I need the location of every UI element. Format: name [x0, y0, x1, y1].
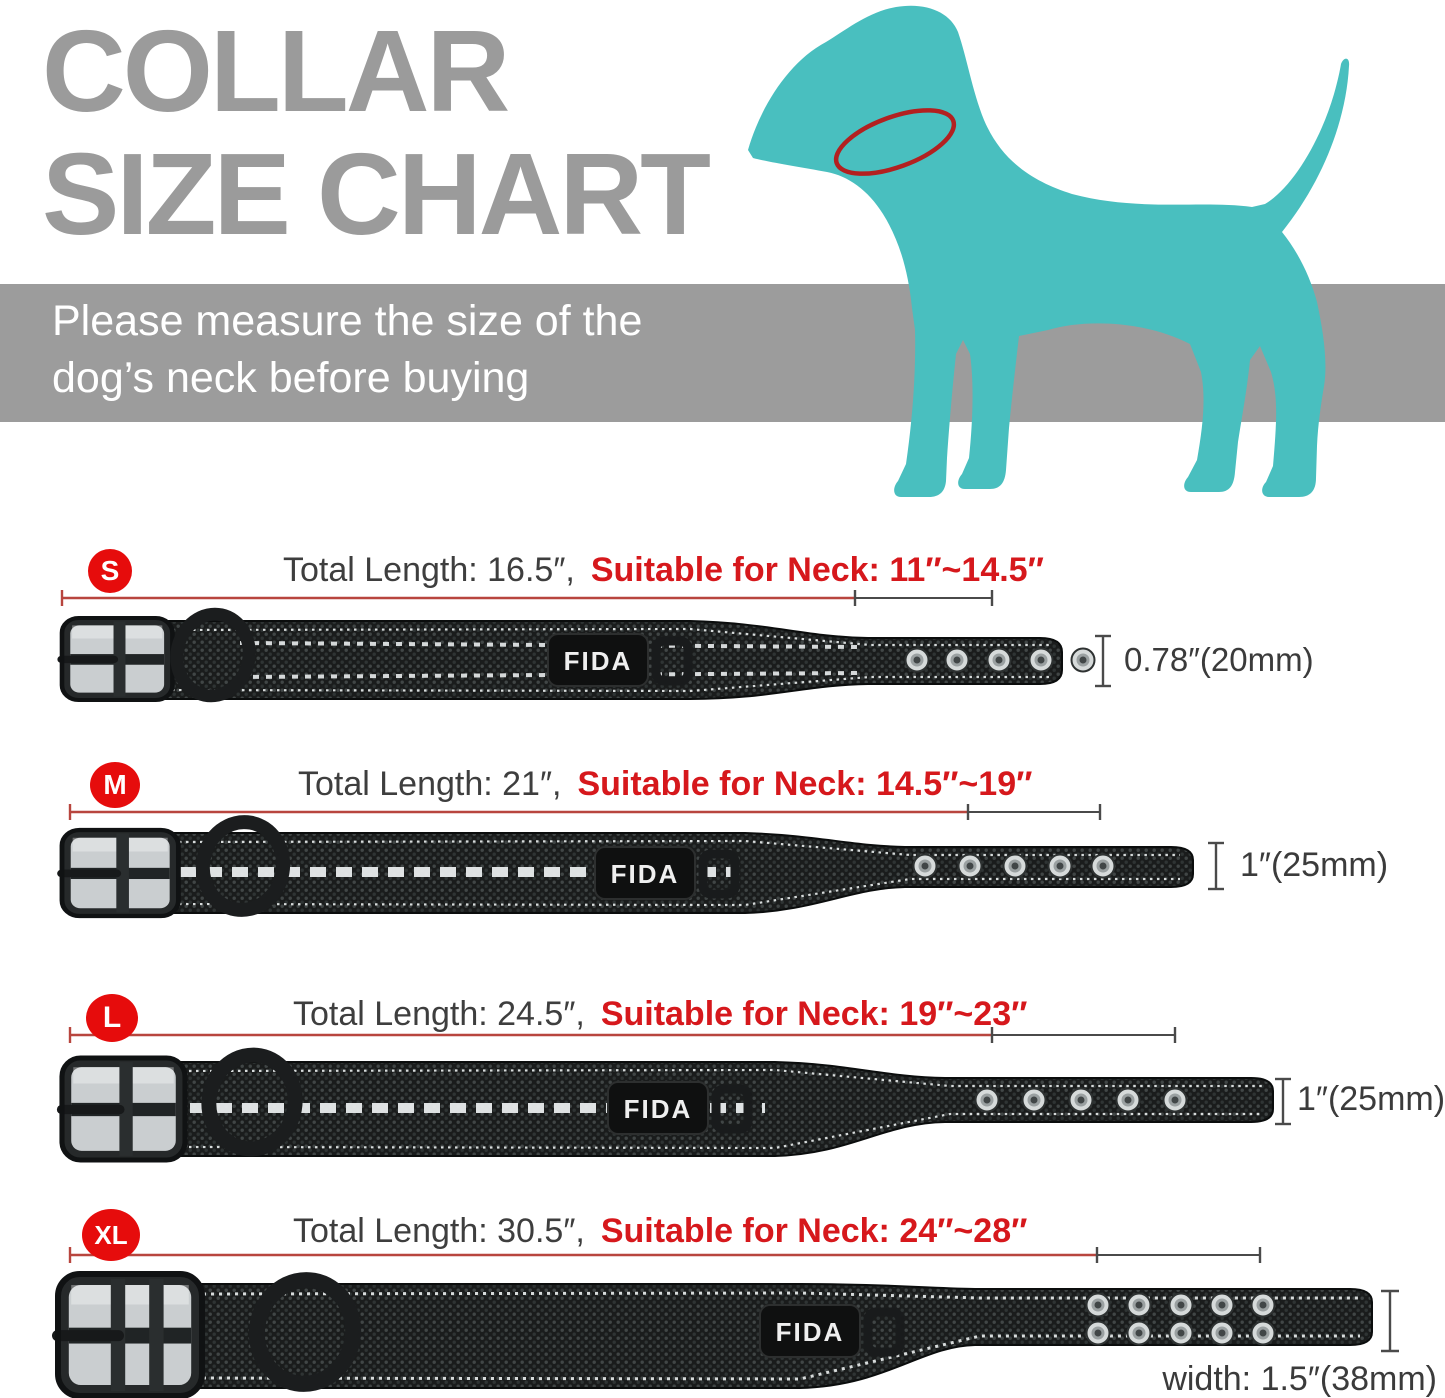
dog-silhouette: [748, 5, 1350, 497]
title-line-2: SIZE CHART: [42, 128, 711, 259]
width-indicator-m: [1208, 841, 1224, 891]
neck-range-m: Suitable for Neck: 14.5″~19″: [577, 765, 1033, 803]
d-ring-xl: [248, 1272, 362, 1392]
brand-plate-s: FIDA: [547, 633, 693, 687]
subtitle-text: Please measure the size of the dog’s nec…: [52, 293, 642, 407]
collar-graphic-l: FIDA: [57, 1047, 1274, 1160]
width-indicator-s: [1095, 634, 1111, 688]
total-length-s: Total Length: 16.5″,: [283, 551, 575, 589]
neck-range-l: Suitable for Neck: 19″~23″: [600, 995, 1028, 1033]
width-label-s: 0.78″(20mm): [1124, 641, 1314, 678]
size-badge-xl: XL: [82, 1209, 140, 1261]
fida-label-l: FIDA: [624, 1094, 693, 1124]
buckle-m: [57, 830, 178, 916]
subtitle-line-1: Please measure the size of the: [52, 297, 643, 345]
buckle-s: [57, 618, 172, 700]
total-length-m: Total Length: 21″,: [298, 765, 562, 803]
size-badge-m: M: [90, 762, 140, 808]
title-line-1: COLLAR: [42, 6, 510, 136]
neck-range-xl: Suitable for Neck: 24″~28″: [600, 1212, 1028, 1250]
d-ring-s: [170, 607, 256, 703]
collar-graphic-s: FIDA: [57, 607, 1096, 703]
subtitle-line-2: dog’s neck before buying: [52, 354, 530, 403]
collar-graphic-m: FIDA: [57, 815, 1194, 917]
size-letter-xl: XL: [94, 1219, 128, 1250]
measure-line-s: [60, 590, 994, 606]
brand-plate-xl: FIDA: [759, 1304, 905, 1358]
measure-line-xl: [68, 1247, 1262, 1263]
total-length-l: Total Length: 24.5″,: [293, 995, 585, 1033]
width-indicator-xl: [1381, 1289, 1399, 1353]
size-letter-m: M: [103, 769, 127, 800]
total-length-xl: Total Length: 30.5″,: [293, 1212, 585, 1250]
width-indicator-l: [1275, 1077, 1291, 1126]
fida-label-s: FIDA: [564, 646, 633, 676]
buckle-l: [57, 1058, 185, 1160]
neck-measure-ellipse: [833, 108, 957, 176]
fida-label-xl: FIDA: [776, 1317, 845, 1347]
fida-label-m: FIDA: [611, 859, 680, 889]
d-ring-m: [195, 815, 291, 917]
width-label-l: 1″(25mm): [1297, 1080, 1445, 1118]
d-ring-l: [201, 1047, 303, 1157]
width-label-xl: width: 1.5″(38mm): [1162, 1360, 1437, 1398]
row-text-s: Total Length: 16.5″, Suitable for Neck: 1…: [283, 551, 1044, 590]
size-badge-l: L: [86, 994, 138, 1042]
row-text-xl: Total Length: 30.5″, Suitable for Neck: 2…: [293, 1212, 1027, 1251]
measure-line-m: [68, 804, 1102, 820]
page-title: COLLAR SIZE CHART: [42, 6, 711, 259]
brand-plate-l: FIDA: [607, 1081, 753, 1135]
row-text-l: Total Length: 24.5″, Suitable for Neck: 1…: [293, 995, 1027, 1034]
size-letter-s: S: [100, 555, 120, 586]
measure-line-l: [68, 1027, 1177, 1043]
collar-graphic-xl: FIDA: [52, 1270, 1373, 1398]
size-badge-s: S: [88, 549, 132, 593]
row-text-m: Total Length: 21″, Suitable for Neck: 14.…: [298, 765, 1032, 804]
brand-plate-m: FIDA: [594, 846, 740, 900]
buckle-xl: [52, 1270, 205, 1398]
width-label-m: 1″(25mm): [1240, 846, 1389, 884]
neck-range-s: Suitable for Neck: 11″~14.5″: [590, 551, 1044, 589]
size-letter-l: L: [102, 1001, 122, 1034]
